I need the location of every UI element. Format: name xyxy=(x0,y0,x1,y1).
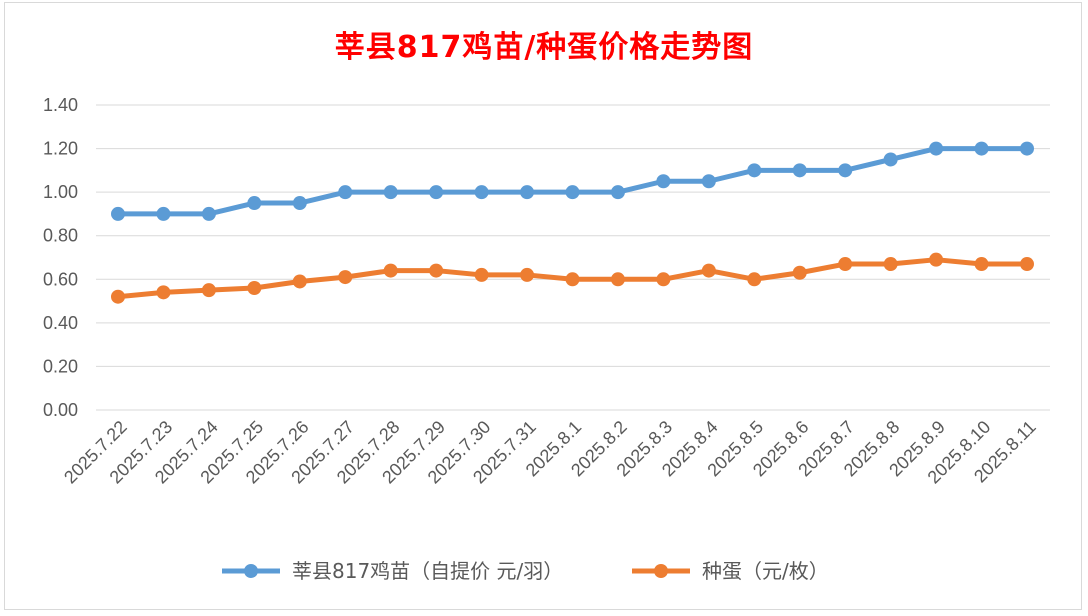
y-tick-label: 1.00 xyxy=(43,182,78,202)
legend-item-2: 种蛋（元/枚） xyxy=(632,559,829,583)
y-tick-label: 0.00 xyxy=(43,400,78,420)
data-point xyxy=(111,206,125,221)
data-point xyxy=(520,267,535,282)
data-point xyxy=(247,281,262,295)
series-group xyxy=(111,141,1034,304)
data-point xyxy=(747,272,762,287)
legend-swatch-marker xyxy=(244,564,258,578)
data-point xyxy=(565,272,580,287)
data-point xyxy=(929,252,944,267)
data-point xyxy=(247,196,262,211)
data-point xyxy=(792,265,807,280)
data-point xyxy=(383,263,398,278)
data-point xyxy=(929,141,944,156)
y-tick-label: 1.40 xyxy=(43,95,78,115)
x-axis-ticks: 2025.7.222025.7.232025.7.242025.7.252025… xyxy=(60,417,1040,488)
chart-title: 莘县817鸡苗/种蛋价格走势图 xyxy=(334,30,754,65)
y-tick-label: 0.20 xyxy=(43,356,78,376)
data-point xyxy=(610,272,625,287)
data-point xyxy=(701,263,716,278)
data-point xyxy=(201,283,216,298)
data-point xyxy=(156,206,171,221)
data-point xyxy=(1020,257,1034,272)
data-point xyxy=(701,174,716,189)
data-point xyxy=(974,257,989,272)
y-tick-label: 0.80 xyxy=(43,226,78,246)
data-point xyxy=(1020,141,1034,156)
data-point xyxy=(656,174,671,189)
y-tick-label: 1.20 xyxy=(43,139,78,159)
series-1 xyxy=(111,141,1034,221)
legend: 莘县817鸡苗（自提价 元/羽） 种蛋（元/枚） xyxy=(222,559,829,583)
legend-label: 莘县817鸡苗（自提价 元/羽） xyxy=(292,559,563,583)
y-tick-label: 0.60 xyxy=(43,269,78,289)
data-point xyxy=(201,206,216,221)
data-point xyxy=(474,267,489,282)
data-point xyxy=(883,152,898,167)
data-point xyxy=(292,196,307,211)
data-point xyxy=(429,263,444,278)
data-point xyxy=(792,163,807,178)
data-point xyxy=(474,185,489,200)
data-point xyxy=(429,185,444,200)
data-point xyxy=(883,257,898,272)
data-point xyxy=(565,185,580,200)
gridlines xyxy=(96,104,1050,411)
data-point xyxy=(292,274,307,289)
data-point xyxy=(747,163,762,178)
data-point xyxy=(156,285,171,300)
y-axis-ticks: 0.00 0.20 0.40 0.60 0.80 1.00 1.20 1.40 xyxy=(43,95,78,420)
data-point xyxy=(338,270,353,285)
data-point xyxy=(520,185,535,200)
legend-item-1: 莘县817鸡苗（自提价 元/羽） xyxy=(222,559,563,583)
data-point xyxy=(838,163,853,178)
data-point xyxy=(656,272,671,287)
data-point xyxy=(610,185,625,200)
series-2 xyxy=(111,252,1034,304)
chart-area xyxy=(4,2,1082,610)
data-point xyxy=(338,185,353,200)
y-tick-label: 0.40 xyxy=(43,313,78,333)
data-point xyxy=(838,257,853,272)
data-point xyxy=(111,289,125,304)
legend-swatch-marker xyxy=(654,564,668,578)
data-point xyxy=(974,141,989,156)
legend-label: 种蛋（元/枚） xyxy=(702,559,829,583)
data-point xyxy=(383,185,398,200)
